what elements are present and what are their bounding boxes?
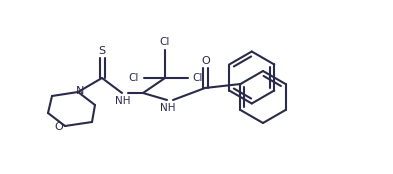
Text: Cl: Cl <box>160 37 170 47</box>
Text: Cl: Cl <box>129 73 139 83</box>
Text: N: N <box>76 86 84 96</box>
Text: NH: NH <box>160 103 176 113</box>
Text: S: S <box>98 46 106 56</box>
Text: NH: NH <box>115 96 131 106</box>
Text: O: O <box>55 122 63 132</box>
Text: O: O <box>202 56 210 66</box>
Text: Cl: Cl <box>193 73 203 83</box>
